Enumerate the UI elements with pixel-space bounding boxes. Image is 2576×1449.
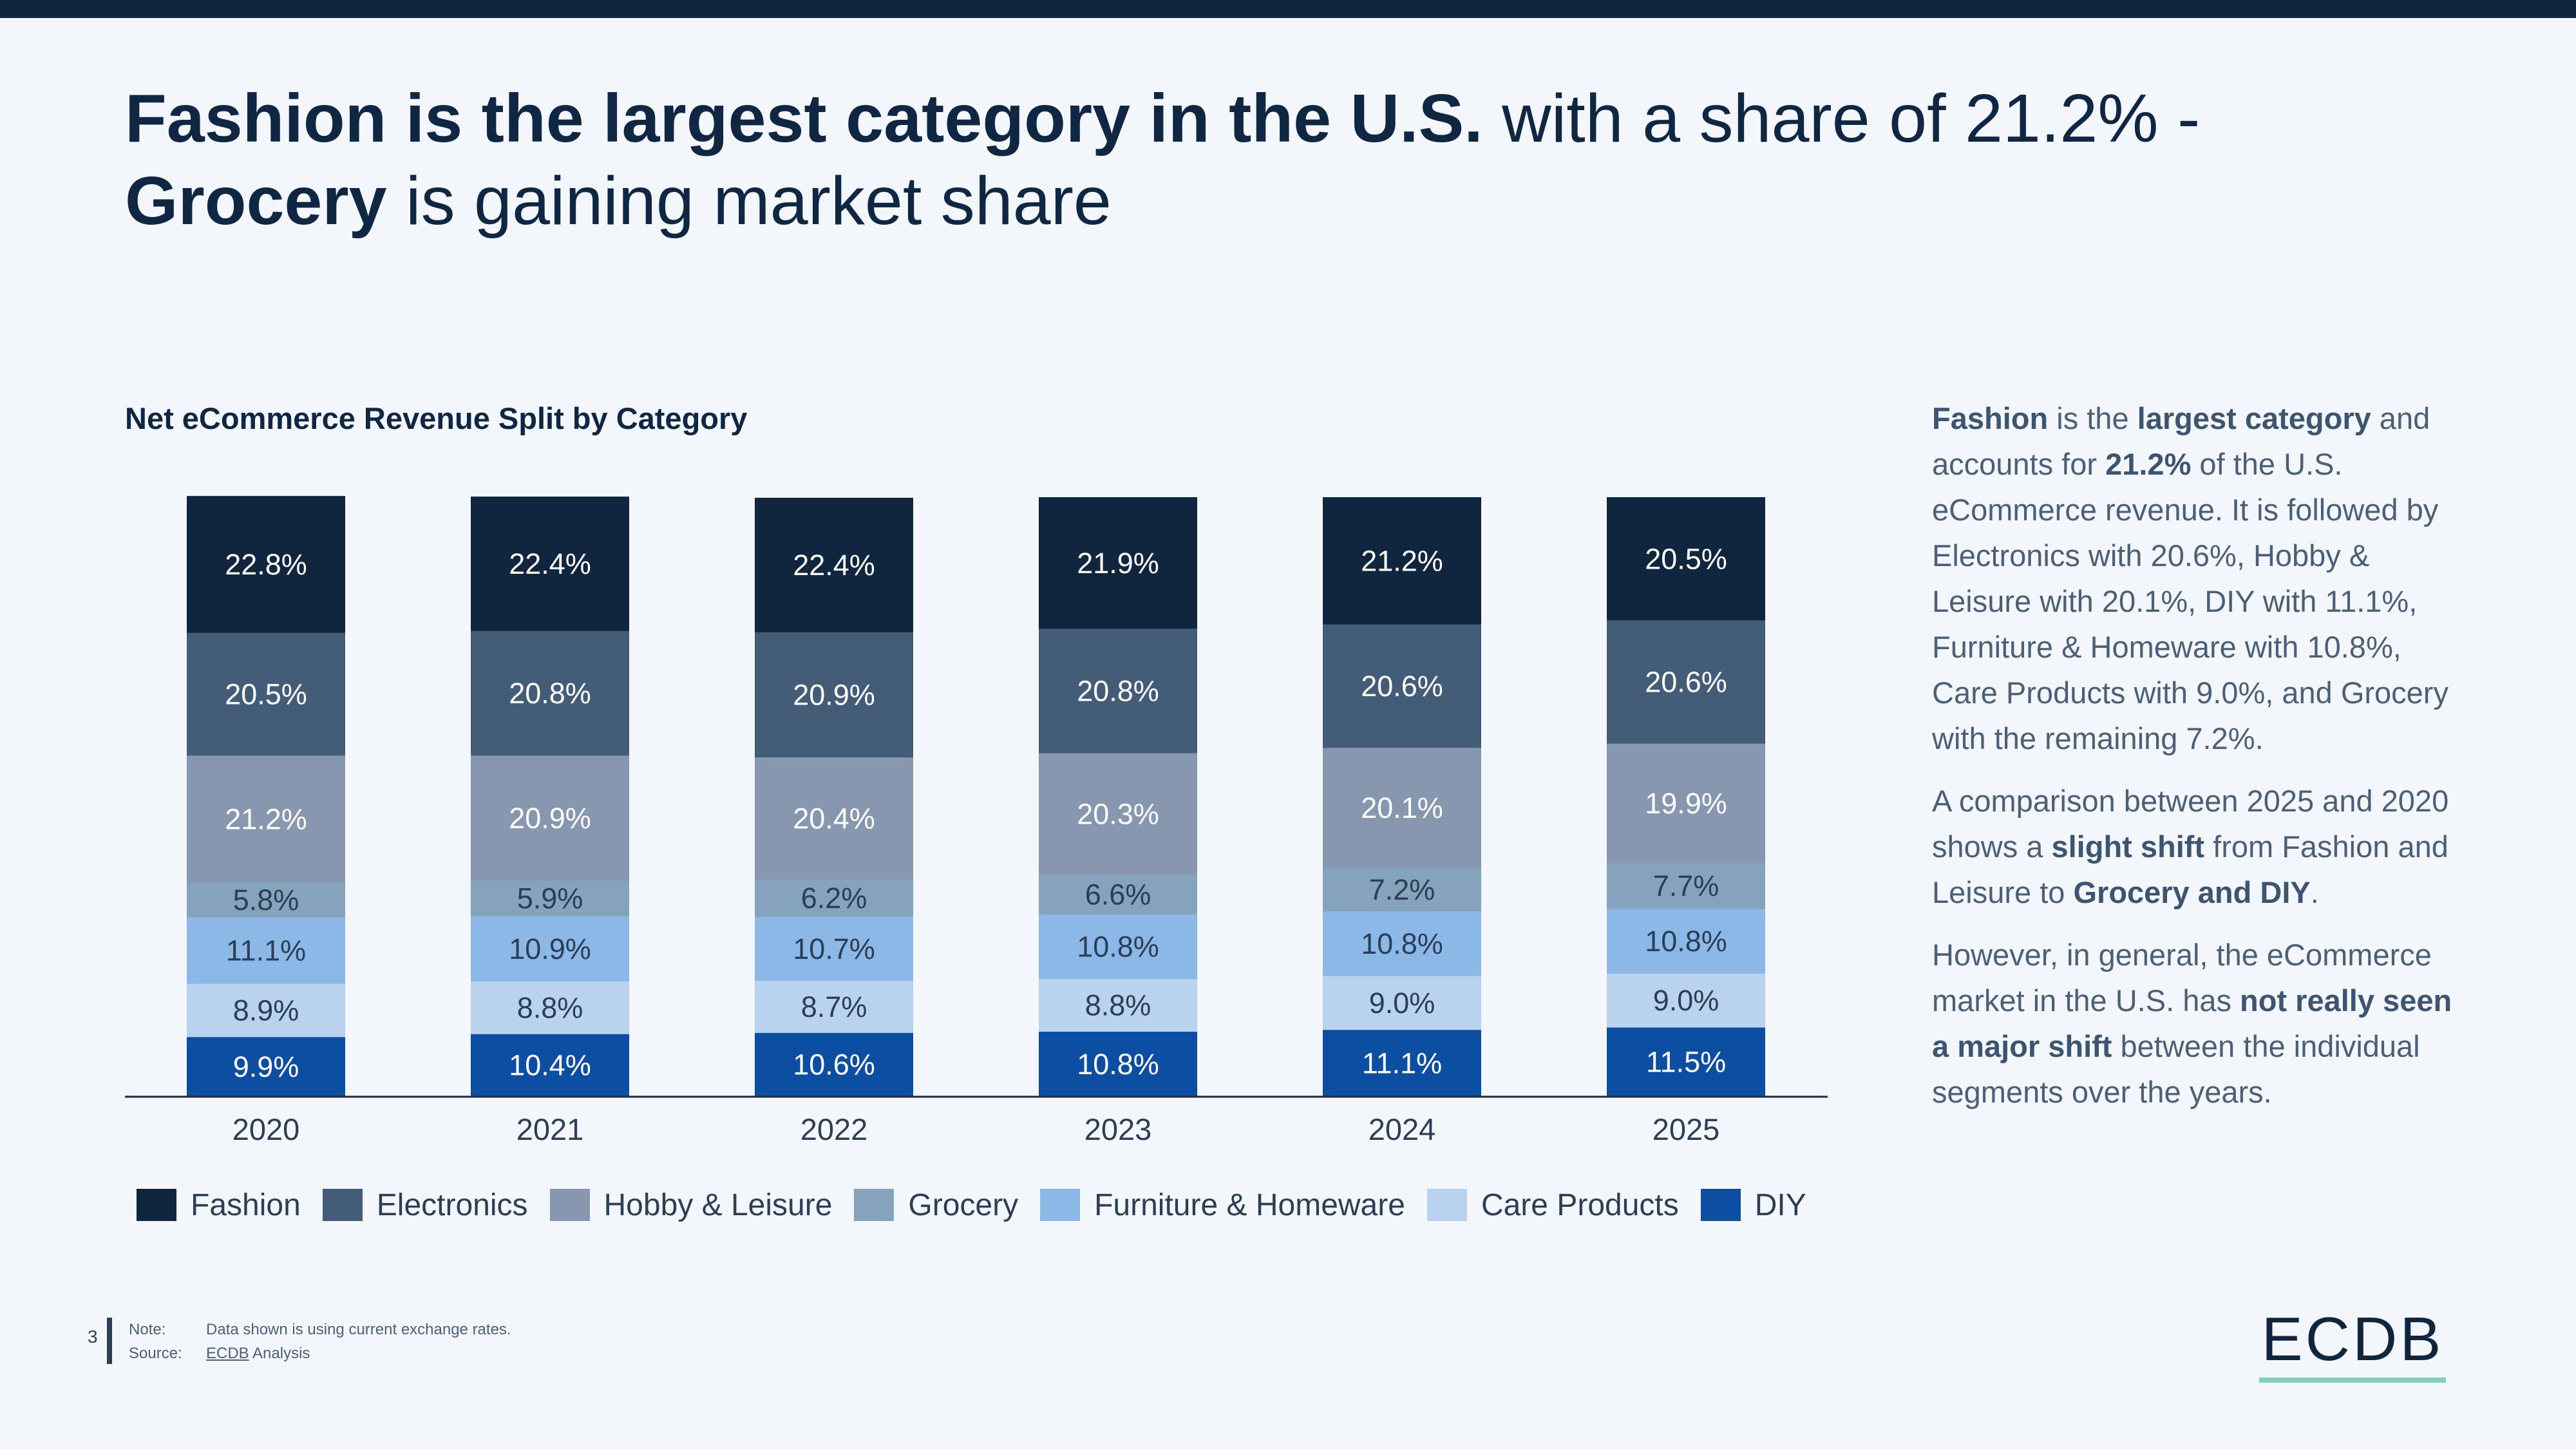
data-label: 20.4%: [793, 802, 875, 835]
legend-item: Care Products: [1427, 1188, 1679, 1223]
data-label: 11.1%: [1362, 1046, 1442, 1079]
data-label: 20.9%: [793, 678, 875, 711]
data-label: 8.8%: [1085, 989, 1151, 1022]
legend-label: Hobby & Leisure: [604, 1188, 833, 1223]
data-label: 7.7%: [1653, 869, 1719, 902]
data-label: 19.9%: [1645, 787, 1727, 820]
x-tick-label: 2022: [800, 1112, 868, 1146]
commentary-panel: Fashion is the largest category and acco…: [1932, 395, 2473, 1132]
data-label: 8.9%: [233, 994, 299, 1027]
source-text: Analysis: [249, 1345, 310, 1362]
note-text: Data shown is using current exchange rat…: [206, 1321, 511, 1338]
data-label: 20.6%: [1361, 670, 1443, 703]
legend-label: Electronics: [377, 1188, 528, 1223]
data-label: 5.8%: [233, 884, 299, 916]
data-label: 6.2%: [801, 882, 867, 914]
data-label: 8.7%: [801, 990, 867, 1023]
data-label: 10.8%: [1645, 925, 1727, 958]
commentary-run: .: [2311, 875, 2319, 909]
data-label: 10.8%: [1077, 1048, 1159, 1081]
x-tick-label: 2024: [1368, 1112, 1436, 1146]
legend-item: Electronics: [323, 1188, 528, 1223]
legend-swatch: [1701, 1189, 1741, 1221]
data-label: 22.4%: [793, 549, 875, 582]
legend-item: Fashion: [137, 1188, 301, 1223]
commentary-paragraph-2: A comparison between 2025 and 2020 shows…: [1932, 778, 2473, 915]
data-label: 10.7%: [793, 933, 875, 965]
data-label: 11.5%: [1646, 1046, 1726, 1079]
legend-swatch: [1427, 1189, 1467, 1221]
data-label: 7.2%: [1369, 873, 1435, 906]
data-label: 20.5%: [225, 678, 307, 711]
data-label: 5.9%: [517, 882, 583, 915]
commentary-run: largest category: [2137, 401, 2371, 435]
note-label: Note:: [129, 1318, 206, 1341]
commentary-run: 21.2%: [2105, 447, 2191, 481]
data-label: 10.6%: [793, 1048, 875, 1081]
legend-item: Grocery: [854, 1188, 1018, 1223]
data-label: 20.8%: [509, 677, 591, 710]
data-label: 11.1%: [226, 934, 306, 967]
commentary-paragraph-3: However, in general, the eCommerce marke…: [1932, 932, 2473, 1115]
data-label: 20.9%: [509, 802, 591, 835]
source-label: Source:: [129, 1341, 206, 1365]
legend-item: Hobby & Leisure: [550, 1188, 833, 1223]
legend-label: Furniture & Homeware: [1094, 1188, 1405, 1223]
data-label: 20.8%: [1077, 674, 1159, 707]
commentary-run: slight shift: [2051, 829, 2204, 864]
legend-label: Care Products: [1481, 1188, 1679, 1223]
legend-swatch: [550, 1189, 590, 1221]
data-label: 22.4%: [509, 547, 591, 580]
legend-swatch: [323, 1189, 363, 1221]
page-number: 3: [88, 1327, 98, 1347]
source-link[interactable]: ECDB: [206, 1345, 249, 1362]
commentary-run: Fashion: [1932, 401, 2048, 435]
data-label: 20.6%: [1645, 665, 1727, 698]
commentary-run: is the: [2048, 401, 2137, 435]
data-label: 9.0%: [1369, 987, 1435, 1019]
data-label: 9.0%: [1653, 984, 1719, 1017]
legend-label: Fashion: [191, 1188, 301, 1223]
legend-swatch: [1040, 1189, 1080, 1221]
data-label: 6.6%: [1085, 878, 1151, 911]
x-tick-label: 2023: [1084, 1112, 1152, 1146]
data-label: 21.9%: [1077, 547, 1159, 580]
data-label: 10.9%: [509, 933, 591, 965]
commentary-paragraph-1: Fashion is the largest category and acco…: [1932, 395, 2473, 761]
x-tick-label: 2020: [232, 1112, 300, 1146]
data-label: 20.1%: [1361, 791, 1443, 824]
legend-item: DIY: [1701, 1188, 1806, 1223]
legend-label: DIY: [1755, 1188, 1806, 1223]
data-label: 21.2%: [225, 802, 307, 835]
legend-label: Grocery: [908, 1188, 1018, 1223]
page-divider: [107, 1318, 112, 1364]
commentary-run: of the U.S. eCommerce revenue. It is fol…: [1932, 447, 2448, 755]
ecdb-logo: ECDB: [2259, 1304, 2446, 1383]
data-label: 21.2%: [1361, 545, 1443, 578]
chart-legend: Fashion Electronics Hobby & Leisure Grocery…: [137, 1182, 1811, 1227]
data-label: 10.8%: [1361, 927, 1443, 960]
data-label: 20.5%: [1645, 542, 1727, 575]
data-label: 10.4%: [509, 1049, 591, 1082]
stacked-bar-chart: 9.9% 8.9% 11.1% 5.8% 21.2% 20.5% 22.8% 2020 10.4…: [0, 0, 1842, 1166]
legend-swatch: [854, 1189, 894, 1221]
footnotes: Note: Data shown is using current exchang…: [129, 1318, 511, 1365]
x-tick-label: 2021: [516, 1112, 584, 1146]
data-label: 20.3%: [1077, 798, 1159, 831]
data-label: 9.9%: [233, 1050, 299, 1083]
legend-item: Furniture & Homeware: [1040, 1188, 1405, 1223]
data-label: 10.8%: [1077, 931, 1159, 963]
data-label: 8.8%: [517, 991, 583, 1024]
legend-swatch: [137, 1189, 176, 1221]
commentary-run: Grocery and DIY: [2073, 875, 2310, 909]
x-tick-label: 2025: [1653, 1112, 1720, 1146]
data-label: 22.8%: [225, 548, 307, 581]
